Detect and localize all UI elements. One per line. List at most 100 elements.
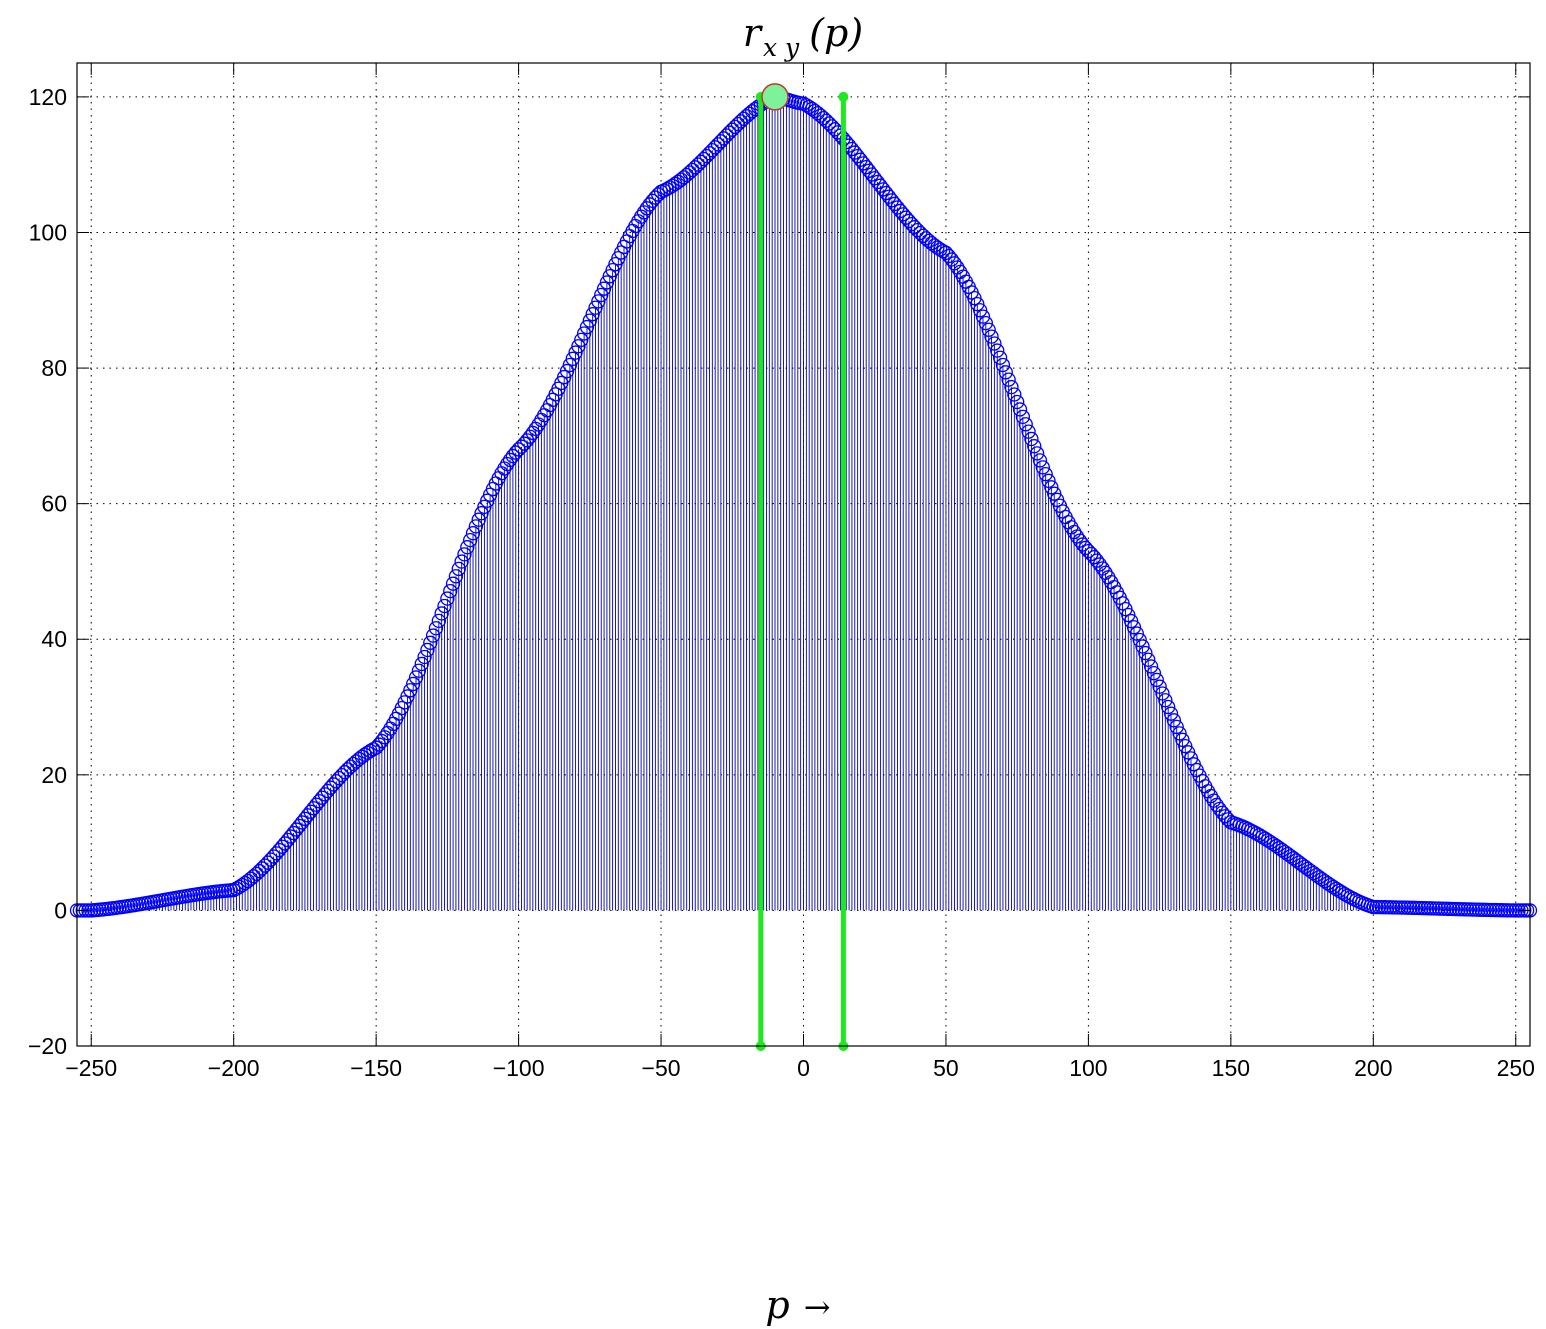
stem-point [867,171,882,186]
stem-point [596,281,612,296]
x-tick-label: −50 [642,1055,681,1081]
stem-point [859,159,874,175]
stem-point [1035,460,1050,475]
y-tick-label: 0 [54,897,67,923]
stem-point [1089,553,1105,568]
stem-point [599,275,615,290]
stem-point [255,861,270,876]
x-tick-label: 250 [1497,1055,1535,1081]
stem-point [340,762,355,777]
stem-point [579,319,595,335]
stem-point [864,167,880,182]
stem-point [995,357,1011,373]
y-tick-label: −20 [28,1033,67,1059]
maximum-marker [761,83,789,111]
stem-point [443,583,458,599]
stem-point [1024,431,1039,447]
y-tick-label: 60 [41,491,67,517]
stem-point [873,178,888,193]
stem-point [682,165,697,180]
stem-point [690,157,706,172]
x-axis-label: p → [765,1283,830,1327]
x-tick-label: −150 [350,1055,402,1081]
stem-point [292,818,307,834]
stem-point [406,676,421,692]
stem-point [451,561,466,577]
stem-point [445,576,461,591]
stem-point [471,512,486,527]
stem-point [574,332,589,348]
x-tick-label: 150 [1212,1055,1250,1081]
stem-point [853,152,868,167]
stem-point [1129,626,1144,641]
stem-point [688,160,703,175]
stem-point [591,294,606,309]
stem-point [502,452,518,468]
x-tick-label: −200 [208,1055,260,1081]
stem-point [457,547,472,562]
stem-point [337,765,352,780]
stem-point [519,433,535,448]
stem-point [448,569,464,584]
stem-point [571,339,586,354]
stem-point [727,119,743,135]
stem-point [970,296,985,312]
stem-point [460,540,475,555]
stem-point [1027,439,1042,454]
y-tick-label: 80 [41,355,67,381]
stem-point [1010,394,1025,410]
stem-point [1047,486,1062,501]
stem-point [990,343,1005,358]
stem-point [1158,693,1173,708]
stem-point [685,162,700,178]
stem-point [1172,726,1187,741]
stem-point [297,811,313,827]
stem-point [1044,480,1059,495]
stem-point [437,598,452,614]
stem-point [730,116,746,132]
stem-point [511,442,526,457]
stem-point [719,128,734,143]
stem-point [878,185,894,201]
x-axis-variable: p [765,1283,789,1327]
stem-point [916,228,931,243]
y-tick-label: 40 [41,626,67,652]
stem-point [562,357,578,373]
stem-point [1155,686,1170,701]
stem-point [414,656,429,672]
stem-point [813,108,828,123]
stem-point [648,190,663,205]
stem-point [847,145,862,160]
stem-point [1021,424,1036,439]
stem-point [408,670,424,685]
stem-point [1018,417,1033,432]
stem-point [1123,613,1139,629]
threshold-line-end [838,91,849,102]
stem-point [252,864,267,879]
stem-point [1178,738,1193,754]
stem-point [1032,453,1048,468]
stem-point [440,591,455,606]
stem-point [411,663,427,678]
stem-point [998,365,1013,380]
stem-point [1163,706,1179,721]
x-tick-label: 50 [933,1055,959,1081]
stem-point [425,628,441,643]
stem-point [733,114,748,129]
stem-point [876,182,891,197]
stem-point [400,689,415,704]
stem-point [987,336,1002,351]
stem-point [1149,672,1164,688]
stem-point [1086,550,1102,565]
stem-point [1132,632,1147,648]
stem-point [1004,379,1019,395]
stem-point [639,201,654,216]
stem-point [454,554,469,569]
stem-point [1007,387,1022,402]
stem-point [423,635,438,650]
stem-point [1135,639,1150,654]
y-tick-label: 20 [41,762,67,788]
stem-point [984,329,999,344]
stem-point [1152,679,1167,694]
stem-point [1138,645,1153,661]
